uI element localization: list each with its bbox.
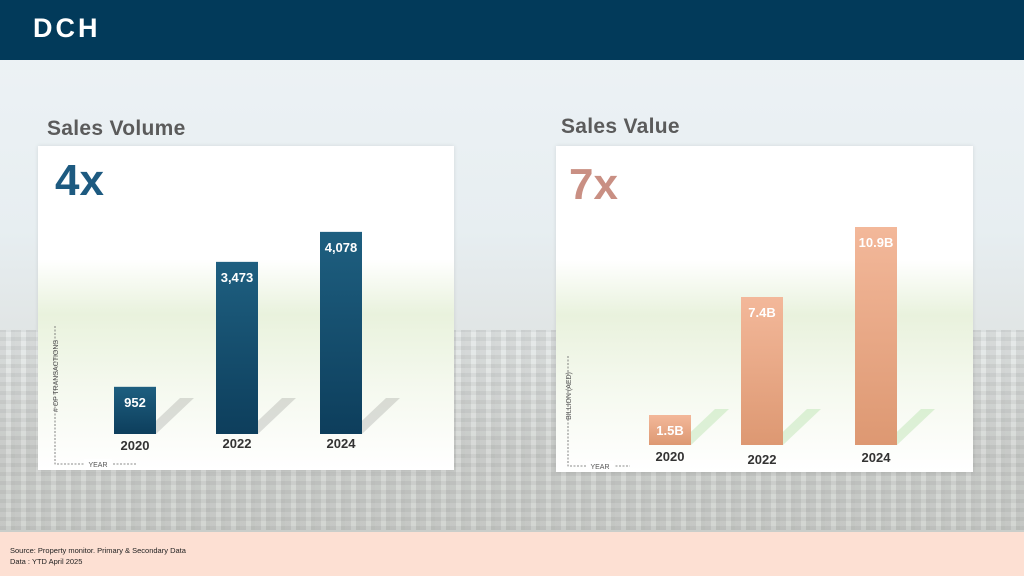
sales-volume-card: 4x 952 2020 3,473 2022 4,078 2024 # OF TRANSAC…: [38, 146, 454, 470]
data-label: 1.5B: [656, 423, 683, 438]
x-axis-label: YEAR: [590, 464, 609, 471]
axis-line: [54, 326, 136, 465]
data-label: 3,473: [221, 270, 254, 285]
sales-volume-chart: 952 2020 3,473 2022 4,078 2024 # OF TRANSACTIO…: [53, 231, 400, 469]
bar-2022: [216, 261, 258, 434]
sales-value-chart: 1.5B 2020 7.4B 2022 10.9B 2024 BILLION (AED) YE…: [566, 227, 935, 471]
sales-volume-multiplier: 4x: [55, 156, 104, 205]
x-axis-label-bg: [84, 459, 112, 469]
dch-logo: DCH: [33, 13, 101, 43]
sales-value-title: Sales Value: [561, 115, 680, 138]
tick-label: 2020: [121, 438, 150, 453]
y-axis-label: # OF TRANSACTIONS: [53, 340, 60, 413]
data-note: Data : YTD April 2025: [10, 557, 83, 566]
bar-2024: [855, 227, 897, 445]
header-bar: DCH: [0, 0, 1024, 60]
source-note: Source: Property monitor. Primary & Seco…: [10, 546, 186, 555]
bar-2024: [320, 231, 362, 434]
bar-2020: [649, 415, 691, 445]
axis-line: [567, 356, 630, 467]
tick-label: 2024: [327, 436, 357, 451]
bar-2020: [114, 386, 156, 434]
tick-label: 2022: [223, 436, 252, 451]
data-label: 10.9B: [859, 235, 894, 250]
sales-volume-title: Sales Volume: [47, 117, 186, 140]
tick-label: 2022: [748, 452, 777, 467]
y-axis-label: BILLION (AED): [566, 372, 573, 420]
sales-value-card: 7x 1.5B 2020 7.4B 2022 10.9B 2024 BILLION (AED…: [556, 146, 973, 472]
x-axis-label-bg: [586, 461, 614, 471]
bar-2022: [741, 297, 783, 445]
footer: Source: Property monitor. Primary & Seco…: [0, 532, 1024, 576]
data-label: 7.4B: [748, 305, 775, 320]
tick-label: 2024: [862, 450, 892, 465]
x-axis-label: YEAR: [88, 462, 107, 469]
data-label: 4,078: [325, 240, 358, 255]
sales-value-multiplier: 7x: [569, 160, 618, 209]
data-label: 952: [124, 395, 146, 410]
tick-label: 2020: [656, 449, 685, 464]
